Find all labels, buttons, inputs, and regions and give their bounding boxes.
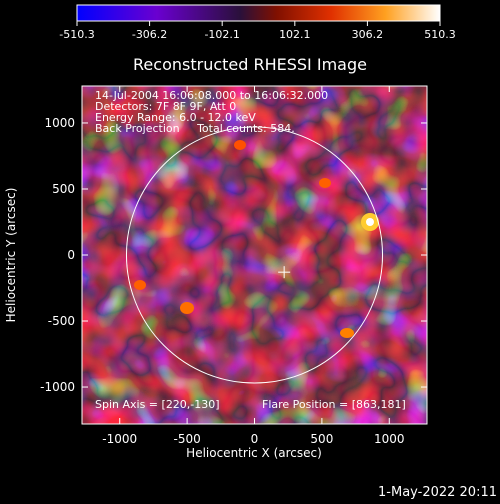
bright-sources xyxy=(134,140,379,338)
info-energy-range: Energy Range: 6.0 - 12.0 keV xyxy=(95,111,256,124)
y-tick-label: 500 xyxy=(52,182,75,196)
colorbar-tick-label: 102.1 xyxy=(279,28,311,41)
image-area xyxy=(82,86,427,424)
flare-source-core xyxy=(366,218,374,226)
colorbar-gradient xyxy=(76,4,441,22)
y-axis-ticks: 1000 500 0 -500 -1000 xyxy=(40,116,427,394)
flare-position-label: Flare Position = [863,181] xyxy=(262,398,406,411)
colorbar-tick-label: 510.3 xyxy=(424,28,456,41)
bright-spot xyxy=(340,328,354,338)
y-tick-label: 1000 xyxy=(44,116,75,130)
bright-spot xyxy=(134,280,146,290)
colorbar-tick-label: 306.2 xyxy=(352,28,384,41)
bright-spot xyxy=(319,178,331,188)
image-noise-background xyxy=(82,86,427,424)
plot-title: Reconstructed RHESSI Image xyxy=(133,55,367,74)
solar-disk-circle xyxy=(125,126,384,384)
x-tick-label: 1000 xyxy=(374,432,405,446)
x-tick-label: -1000 xyxy=(102,432,137,446)
y-axis-label: Heliocentric Y (arcsec) xyxy=(4,188,18,323)
bright-spot xyxy=(180,302,194,314)
x-tick-label: -500 xyxy=(174,432,201,446)
bright-spot xyxy=(234,140,246,150)
x-axis-ticks: -1000 -500 0 500 1000 xyxy=(102,86,405,446)
spin-axis-label: Spin Axis = [220,-130] xyxy=(95,398,220,411)
info-method-counts: Back Projection Total counts: 584. xyxy=(95,122,295,135)
y-tick-label: -1000 xyxy=(40,380,75,394)
footer-timestamp: 1-May-2022 20:11 xyxy=(378,485,497,500)
colorbar: -510.3 -306.2 -102.1 102.1 306.2 510.3 xyxy=(59,4,456,41)
info-detectors: Detectors: 7F 8F 9F, Att 0 xyxy=(95,100,236,113)
y-tick-label: -500 xyxy=(48,314,75,328)
colorbar-ticks: -510.3 -306.2 -102.1 102.1 306.2 510.3 xyxy=(59,21,456,41)
observation-info: 14-Jul-2004 16:06:08.000 to 16:06:32.000… xyxy=(95,89,328,135)
colorbar-tick-label: -102.1 xyxy=(204,28,239,41)
x-axis-label: Heliocentric X (arcsec) xyxy=(186,446,322,460)
colorbar-tick-label: -510.3 xyxy=(59,28,94,41)
info-time-range: 14-Jul-2004 16:06:08.000 to 16:06:32.000 xyxy=(95,89,328,102)
y-tick-label: 0 xyxy=(67,248,75,262)
colorbar-tick-label: -306.2 xyxy=(132,28,167,41)
spin-axis-marker xyxy=(278,266,291,279)
x-tick-label: 0 xyxy=(251,432,259,446)
x-tick-label: 500 xyxy=(310,432,333,446)
